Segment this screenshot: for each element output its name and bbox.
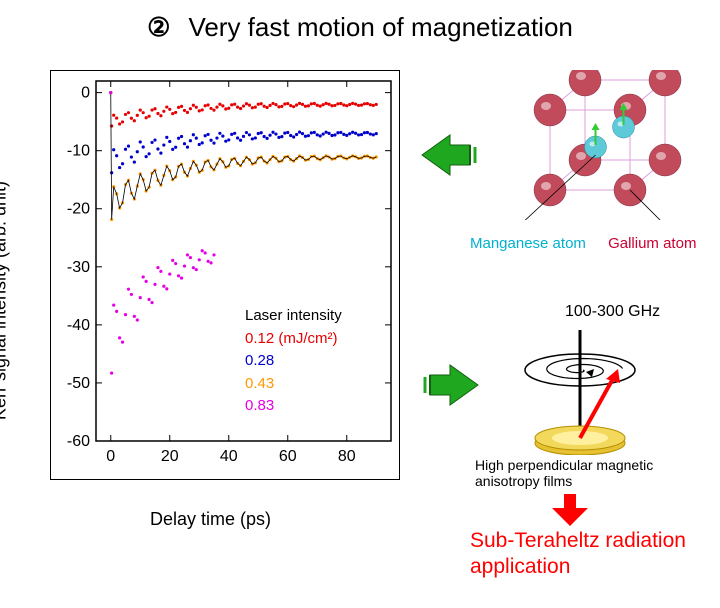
svg-text:-40: -40: [67, 317, 90, 334]
svg-text:-20: -20: [67, 201, 90, 218]
manganese-label: Manganese atom: [470, 235, 586, 252]
svg-text:-30: -30: [67, 259, 90, 276]
svg-text:0: 0: [106, 448, 115, 465]
svg-text:60: 60: [279, 448, 297, 465]
right-column: Manganese atom Gallium atom 100-300 GHz …: [420, 60, 700, 580]
down-arrow-icon: [550, 492, 590, 528]
kerr-chart: Kerr signal intensity (arb. unit) 0 20 40 6…: [0, 70, 420, 530]
chart-plot: 0 20 40 60 80 0 -10 -20 -30 -40 -50 -60: [50, 70, 400, 480]
precession-diagram: [490, 325, 670, 455]
title-number: ②: [147, 12, 170, 43]
content-row: Kerr signal intensity (arb. unit) 0 20 40 6…: [0, 60, 720, 580]
app-line1: Sub-Teraheltz radiation: [470, 529, 686, 552]
chart-ylabel: Kerr signal intensity (arb. unit): [0, 141, 11, 461]
svg-text:20: 20: [161, 448, 179, 465]
svg-text:40: 40: [220, 448, 238, 465]
anisotropy-caption: High perpendicular magnetic anisotropy f…: [475, 457, 685, 489]
arrow-right-icon: [420, 360, 480, 410]
frequency-label: 100-300 GHz: [565, 303, 660, 321]
crystal-structure: [500, 70, 690, 220]
chart-legend: Laser intensity0.12 (mJ/cm²)0.280.430.83: [245, 305, 342, 418]
svg-text:-10: -10: [67, 143, 90, 160]
page-title: ② Very fast motion of magnetization: [0, 0, 720, 43]
atom-labels: Manganese atom Gallium atom: [470, 235, 700, 252]
app-line2: application: [470, 555, 570, 578]
application-text: Sub-Teraheltz radiation application: [470, 528, 686, 581]
svg-text:0: 0: [81, 85, 90, 102]
title-text: Very fast motion of magnetization: [188, 12, 572, 42]
arrow-left-icon: [420, 130, 480, 180]
svg-text:-50: -50: [67, 375, 90, 392]
svg-text:80: 80: [338, 448, 356, 465]
chart-xlabel: Delay time (ps): [150, 509, 271, 530]
svg-text:-60: -60: [67, 433, 90, 450]
gallium-label: Gallium atom: [608, 235, 696, 252]
